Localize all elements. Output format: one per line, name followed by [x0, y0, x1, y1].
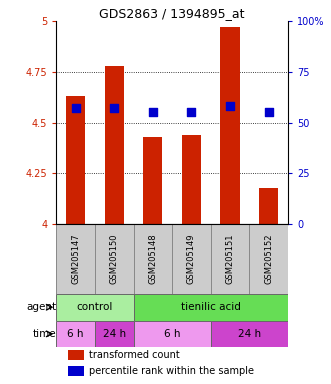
Text: tienilic acid: tienilic acid: [181, 302, 241, 312]
Text: GSM205150: GSM205150: [110, 234, 119, 284]
Text: transformed count: transformed count: [89, 350, 179, 360]
Bar: [133, 294, 288, 321]
Bar: [172, 224, 211, 294]
Title: GDS2863 / 1394895_at: GDS2863 / 1394895_at: [99, 7, 245, 20]
Bar: [133, 321, 211, 347]
Text: GSM205148: GSM205148: [148, 234, 157, 284]
Text: control: control: [77, 302, 113, 312]
Bar: [56, 321, 95, 347]
Text: time: time: [33, 329, 56, 339]
Point: [189, 109, 194, 116]
Point: [112, 105, 117, 111]
Bar: [95, 321, 133, 347]
Bar: [68, 366, 84, 376]
Bar: [95, 224, 133, 294]
Bar: [56, 224, 95, 294]
Bar: [66, 96, 85, 224]
Point: [73, 105, 78, 111]
Text: GSM205151: GSM205151: [225, 234, 235, 284]
Bar: [143, 137, 163, 224]
Bar: [56, 294, 133, 321]
Bar: [249, 224, 288, 294]
Bar: [211, 321, 288, 347]
Bar: [211, 224, 249, 294]
Point: [227, 103, 233, 109]
Bar: [259, 187, 278, 224]
Text: GSM205149: GSM205149: [187, 234, 196, 284]
Bar: [68, 350, 84, 360]
Text: 24 h: 24 h: [103, 329, 126, 339]
Text: GSM205152: GSM205152: [264, 234, 273, 284]
Text: 24 h: 24 h: [238, 329, 261, 339]
Text: agent: agent: [26, 302, 56, 312]
Text: 6 h: 6 h: [164, 329, 180, 339]
Bar: [220, 27, 240, 224]
Point: [266, 109, 271, 116]
Bar: [133, 224, 172, 294]
Point: [150, 109, 156, 116]
Text: GSM205147: GSM205147: [71, 234, 80, 284]
Bar: [182, 135, 201, 224]
Bar: [105, 66, 124, 224]
Text: 6 h: 6 h: [67, 329, 84, 339]
Text: percentile rank within the sample: percentile rank within the sample: [89, 366, 254, 376]
